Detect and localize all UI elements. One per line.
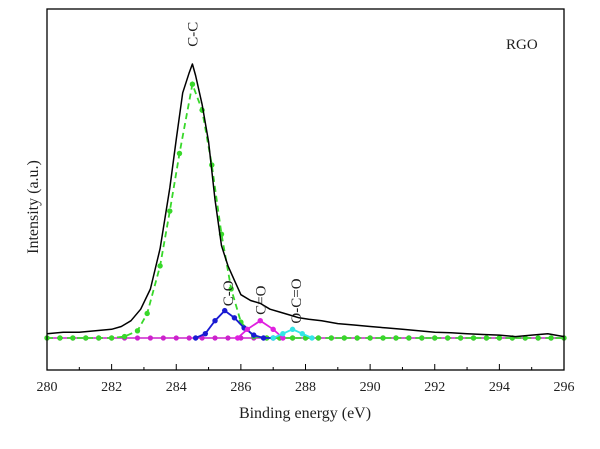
series-point-c-o xyxy=(280,335,286,341)
y-axis-title: Intensity (a.u.) xyxy=(25,160,42,254)
x-tick-label: 284 xyxy=(166,380,187,395)
series-point-c-c xyxy=(367,335,373,341)
x-tick-label: 296 xyxy=(554,380,575,395)
series-point-c-c xyxy=(483,335,490,341)
series-line-c-c xyxy=(47,80,564,339)
series-point-o-c-o xyxy=(309,335,315,341)
series-point-c-c xyxy=(167,208,173,214)
series-point-c-o xyxy=(257,317,263,324)
series-point-c-c xyxy=(157,263,163,269)
series-point-c-c xyxy=(108,335,115,341)
series-point-c-c xyxy=(176,150,183,157)
series-point-c-c xyxy=(96,335,102,341)
series-point-c-c xyxy=(70,335,76,341)
x-tick-label: 292 xyxy=(424,380,445,395)
series-point-o-c-o xyxy=(299,330,305,337)
x-tick-label: 280 xyxy=(37,380,58,395)
series-point-o-c-o xyxy=(280,330,286,337)
series-point-c-c xyxy=(354,335,360,341)
series-point-c-c xyxy=(419,335,425,341)
series-point-c-c xyxy=(444,335,451,341)
series-point-c-o xyxy=(192,335,199,341)
peak-label-c-o: C-O xyxy=(221,280,237,306)
envelope-layer xyxy=(46,63,565,338)
series-point-c-o xyxy=(260,335,267,341)
series-point-c-c xyxy=(496,335,503,341)
baseline-point xyxy=(173,335,179,341)
series-point-c-o xyxy=(234,335,241,341)
plot-frame xyxy=(46,8,565,371)
series-point-c-o xyxy=(244,326,251,333)
x-tick-label: 288 xyxy=(295,380,316,395)
x-tick-label: 282 xyxy=(101,380,122,395)
series-point-c-c xyxy=(535,335,541,341)
series-point-c-c xyxy=(522,335,528,341)
series-point-c-c xyxy=(134,328,141,334)
series-point-c-o xyxy=(270,326,276,333)
series-point-c-c xyxy=(57,335,63,341)
x-axis-title: Binding energy (eV) xyxy=(239,405,371,422)
series-point-c-c xyxy=(457,335,464,341)
series-point-c-c xyxy=(548,335,554,341)
series-point-c-c xyxy=(144,310,150,317)
baseline-point xyxy=(212,335,218,341)
baseline-point xyxy=(186,335,192,341)
baseline-point xyxy=(160,335,166,341)
series-point-c-o xyxy=(212,317,218,324)
peak-label-o-c-o: O-C=O xyxy=(289,278,305,323)
series-point-c-c xyxy=(289,335,296,341)
series-point-c-o xyxy=(202,330,209,337)
series-point-c-o xyxy=(222,307,228,314)
baseline-point xyxy=(134,335,141,341)
x-tick-label: 290 xyxy=(360,380,381,395)
baseline-point xyxy=(147,335,153,341)
series-point-c-c xyxy=(189,81,196,87)
series-point-c-c xyxy=(121,333,128,340)
envelope-line xyxy=(46,63,565,338)
series-point-c-o xyxy=(251,332,257,338)
peak-label-c-c: C-C xyxy=(185,22,201,47)
series-point-c-c xyxy=(470,335,477,341)
series-point-c-c xyxy=(432,335,438,341)
series-point-c-c xyxy=(393,335,399,341)
series-point-o-c-o xyxy=(270,335,276,341)
series-point-c-c xyxy=(406,335,412,341)
peak-annotations: C-C C-O C=O O-C=O xyxy=(185,22,304,324)
legend-text: RGO xyxy=(506,37,538,53)
series-layer xyxy=(44,80,567,341)
series-point-c-c xyxy=(380,335,386,341)
x-tick-label: 294 xyxy=(489,380,510,395)
series-point-c-c xyxy=(83,335,89,341)
peak-label-c-o: C=O xyxy=(253,285,269,314)
series-point-c-c xyxy=(328,335,335,341)
series-point-o-c-o xyxy=(289,326,296,333)
baseline-point xyxy=(199,335,205,341)
series-point-c-o xyxy=(231,315,238,321)
x-tick-label: 286 xyxy=(230,380,251,395)
baseline-point xyxy=(225,335,231,341)
x-axis-ticks: 280 282 284 286 288 290 292 294 296 xyxy=(37,364,575,395)
series-point-c-c xyxy=(228,286,234,292)
series-point-c-c xyxy=(315,335,322,341)
series-point-c-c xyxy=(341,335,347,341)
